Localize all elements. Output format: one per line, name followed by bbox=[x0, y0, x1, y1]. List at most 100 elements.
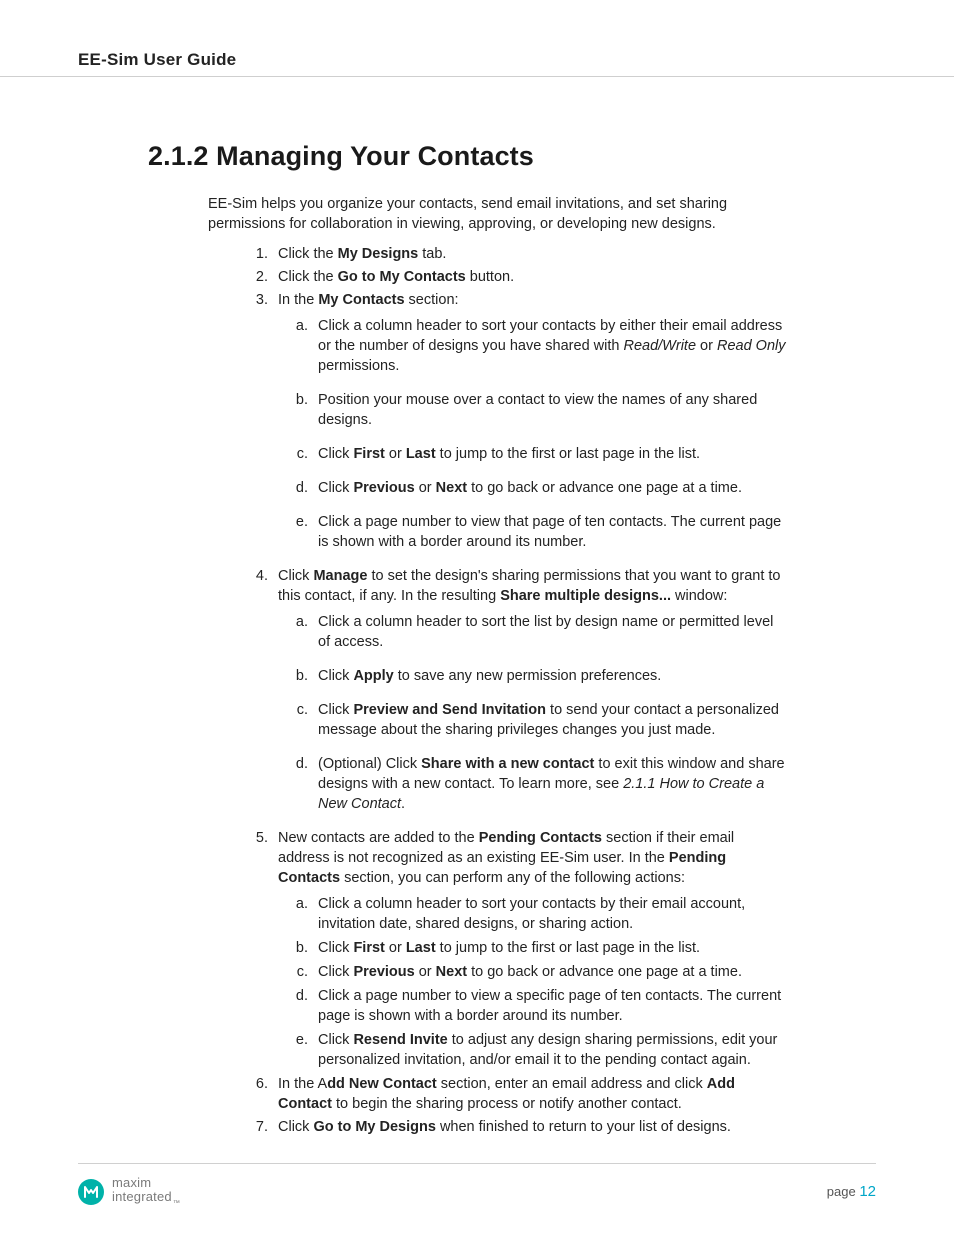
italic: Read/Write bbox=[623, 338, 696, 354]
text: to jump to the first or last page in the… bbox=[436, 940, 700, 956]
step-5: New contacts are added to the Pending Co… bbox=[238, 828, 786, 1070]
page-number: page 12 bbox=[827, 1183, 876, 1200]
text: Click bbox=[278, 1119, 313, 1135]
bold: Pending Contacts bbox=[479, 830, 602, 846]
bold: Preview and Send Invitation bbox=[353, 702, 546, 718]
step-5a: Click a column header to sort your conta… bbox=[278, 894, 786, 934]
step-4c: Click Preview and Send Invitation to sen… bbox=[278, 700, 786, 740]
text: Click a column header to sort the list b… bbox=[318, 614, 773, 650]
header-rule bbox=[0, 76, 954, 77]
text: integrated bbox=[112, 1189, 172, 1204]
step-4a: Click a column header to sort the list b… bbox=[278, 612, 786, 652]
step-6: In the Add New Contact section, enter an… bbox=[238, 1074, 786, 1114]
text: Click bbox=[318, 940, 353, 956]
text: Click bbox=[278, 568, 313, 584]
bold: Resend Invite bbox=[353, 1032, 447, 1048]
text: (Optional) Click bbox=[318, 756, 421, 772]
text: or bbox=[415, 480, 436, 496]
text: or bbox=[696, 338, 717, 354]
text: Click a page number to view that page of… bbox=[318, 514, 781, 550]
step-5e: Click Resend Invite to adjust any design… bbox=[278, 1030, 786, 1070]
text: permissions. bbox=[318, 358, 399, 374]
step-7: Click Go to My Designs when finished to … bbox=[238, 1117, 786, 1137]
bold: Last bbox=[406, 446, 436, 462]
step-4b: Click Apply to save any new permission p… bbox=[278, 666, 786, 686]
text: Position your mouse over a contact to vi… bbox=[318, 392, 757, 428]
step-3d: Click Previous or Next to go back or adv… bbox=[278, 478, 786, 498]
trademark: ™ bbox=[173, 1200, 180, 1207]
text: Click bbox=[318, 668, 353, 684]
section-heading: 2.1.2 Managing Your Contacts bbox=[148, 141, 876, 172]
text: to go back or advance one page at a time… bbox=[467, 964, 742, 980]
text: Click bbox=[318, 1032, 353, 1048]
text: Click bbox=[318, 480, 353, 496]
bold: Share with a new contact bbox=[421, 756, 594, 772]
text: Click a column header to sort your conta… bbox=[318, 896, 745, 932]
section-title-text: Managing Your Contacts bbox=[216, 141, 534, 171]
bold: Previous bbox=[353, 964, 414, 980]
text: to save any new permission preferences. bbox=[394, 668, 662, 684]
text: In the A bbox=[278, 1076, 327, 1092]
step-5b: Click First or Last to jump to the first… bbox=[278, 938, 786, 958]
text: Click bbox=[318, 446, 353, 462]
brand-wordmark: maxim integrated™ bbox=[112, 1176, 180, 1207]
text: . bbox=[401, 796, 405, 812]
bold: First bbox=[353, 446, 384, 462]
bold: Apply bbox=[353, 668, 393, 684]
bold: Go to My Contacts bbox=[338, 269, 466, 285]
footer-rule bbox=[78, 1163, 876, 1164]
step-3: In the My Contacts section: Click a colu… bbox=[238, 290, 786, 552]
step-4d: (Optional) Click Share with a new contac… bbox=[278, 754, 786, 814]
text: section, you can perform any of the foll… bbox=[340, 870, 685, 886]
text: or bbox=[415, 964, 436, 980]
brand-line1: maxim bbox=[112, 1176, 180, 1190]
step-5c: Click Previous or Next to go back or adv… bbox=[278, 962, 786, 982]
document-page: EE-Sim User Guide 2.1.2 Managing Your Co… bbox=[0, 0, 954, 1235]
bold: First bbox=[353, 940, 384, 956]
text: section: bbox=[405, 292, 459, 308]
step-3e: Click a page number to view that page of… bbox=[278, 512, 786, 552]
italic: Read Only bbox=[717, 338, 786, 354]
running-header: EE-Sim User Guide bbox=[78, 50, 876, 76]
bold: My Contacts bbox=[318, 292, 404, 308]
page-footer: maxim integrated™ page 12 bbox=[0, 1163, 954, 1207]
brand-mark-icon bbox=[78, 1179, 104, 1205]
bold: Last bbox=[406, 940, 436, 956]
bold: Previous bbox=[353, 480, 414, 496]
step-3c: Click First or Last to jump to the first… bbox=[278, 444, 786, 464]
text: section, enter an email address and clic… bbox=[437, 1076, 707, 1092]
step-2: Click the Go to My Contacts button. bbox=[238, 267, 786, 287]
step-4: Click Manage to set the design's sharing… bbox=[238, 566, 786, 814]
step-3a: Click a column header to sort your conta… bbox=[278, 316, 786, 376]
text: window: bbox=[671, 588, 727, 604]
step-1: Click the My Designs tab. bbox=[238, 244, 786, 264]
bold: dd New Contact bbox=[327, 1076, 437, 1092]
text: or bbox=[385, 940, 406, 956]
text: Click a page number to view a specific p… bbox=[318, 988, 781, 1024]
text: In the bbox=[278, 292, 318, 308]
brand-line2: integrated™ bbox=[112, 1190, 180, 1207]
text: to go back or advance one page at a time… bbox=[467, 480, 742, 496]
bold: My Designs bbox=[338, 246, 419, 262]
bold: Next bbox=[436, 480, 467, 496]
bold: Share multiple designs... bbox=[500, 588, 671, 604]
text: Click the bbox=[278, 269, 338, 285]
brand-logo: maxim integrated™ bbox=[78, 1176, 180, 1207]
substep-list: Click a column header to sort your conta… bbox=[278, 894, 786, 1070]
bold: Go to My Designs bbox=[313, 1119, 435, 1135]
footer-row: maxim integrated™ page 12 bbox=[78, 1176, 876, 1207]
text: Click bbox=[318, 964, 353, 980]
text: when finished to return to your list of … bbox=[436, 1119, 731, 1135]
text: Click the bbox=[278, 246, 338, 262]
section-intro: EE-Sim helps you organize your contacts,… bbox=[208, 194, 786, 234]
step-3b: Position your mouse over a contact to vi… bbox=[278, 390, 786, 430]
text: tab. bbox=[418, 246, 446, 262]
step-5d: Click a page number to view a specific p… bbox=[278, 986, 786, 1026]
substep-list: Click a column header to sort your conta… bbox=[278, 316, 786, 552]
substep-list: Click a column header to sort the list b… bbox=[278, 612, 786, 814]
text: or bbox=[385, 446, 406, 462]
text: to begin the sharing process or notify a… bbox=[332, 1096, 682, 1112]
step-list: Click the My Designs tab. Click the Go t… bbox=[238, 244, 786, 1137]
page-number-value: 12 bbox=[859, 1183, 876, 1200]
page-label: page bbox=[827, 1184, 860, 1199]
